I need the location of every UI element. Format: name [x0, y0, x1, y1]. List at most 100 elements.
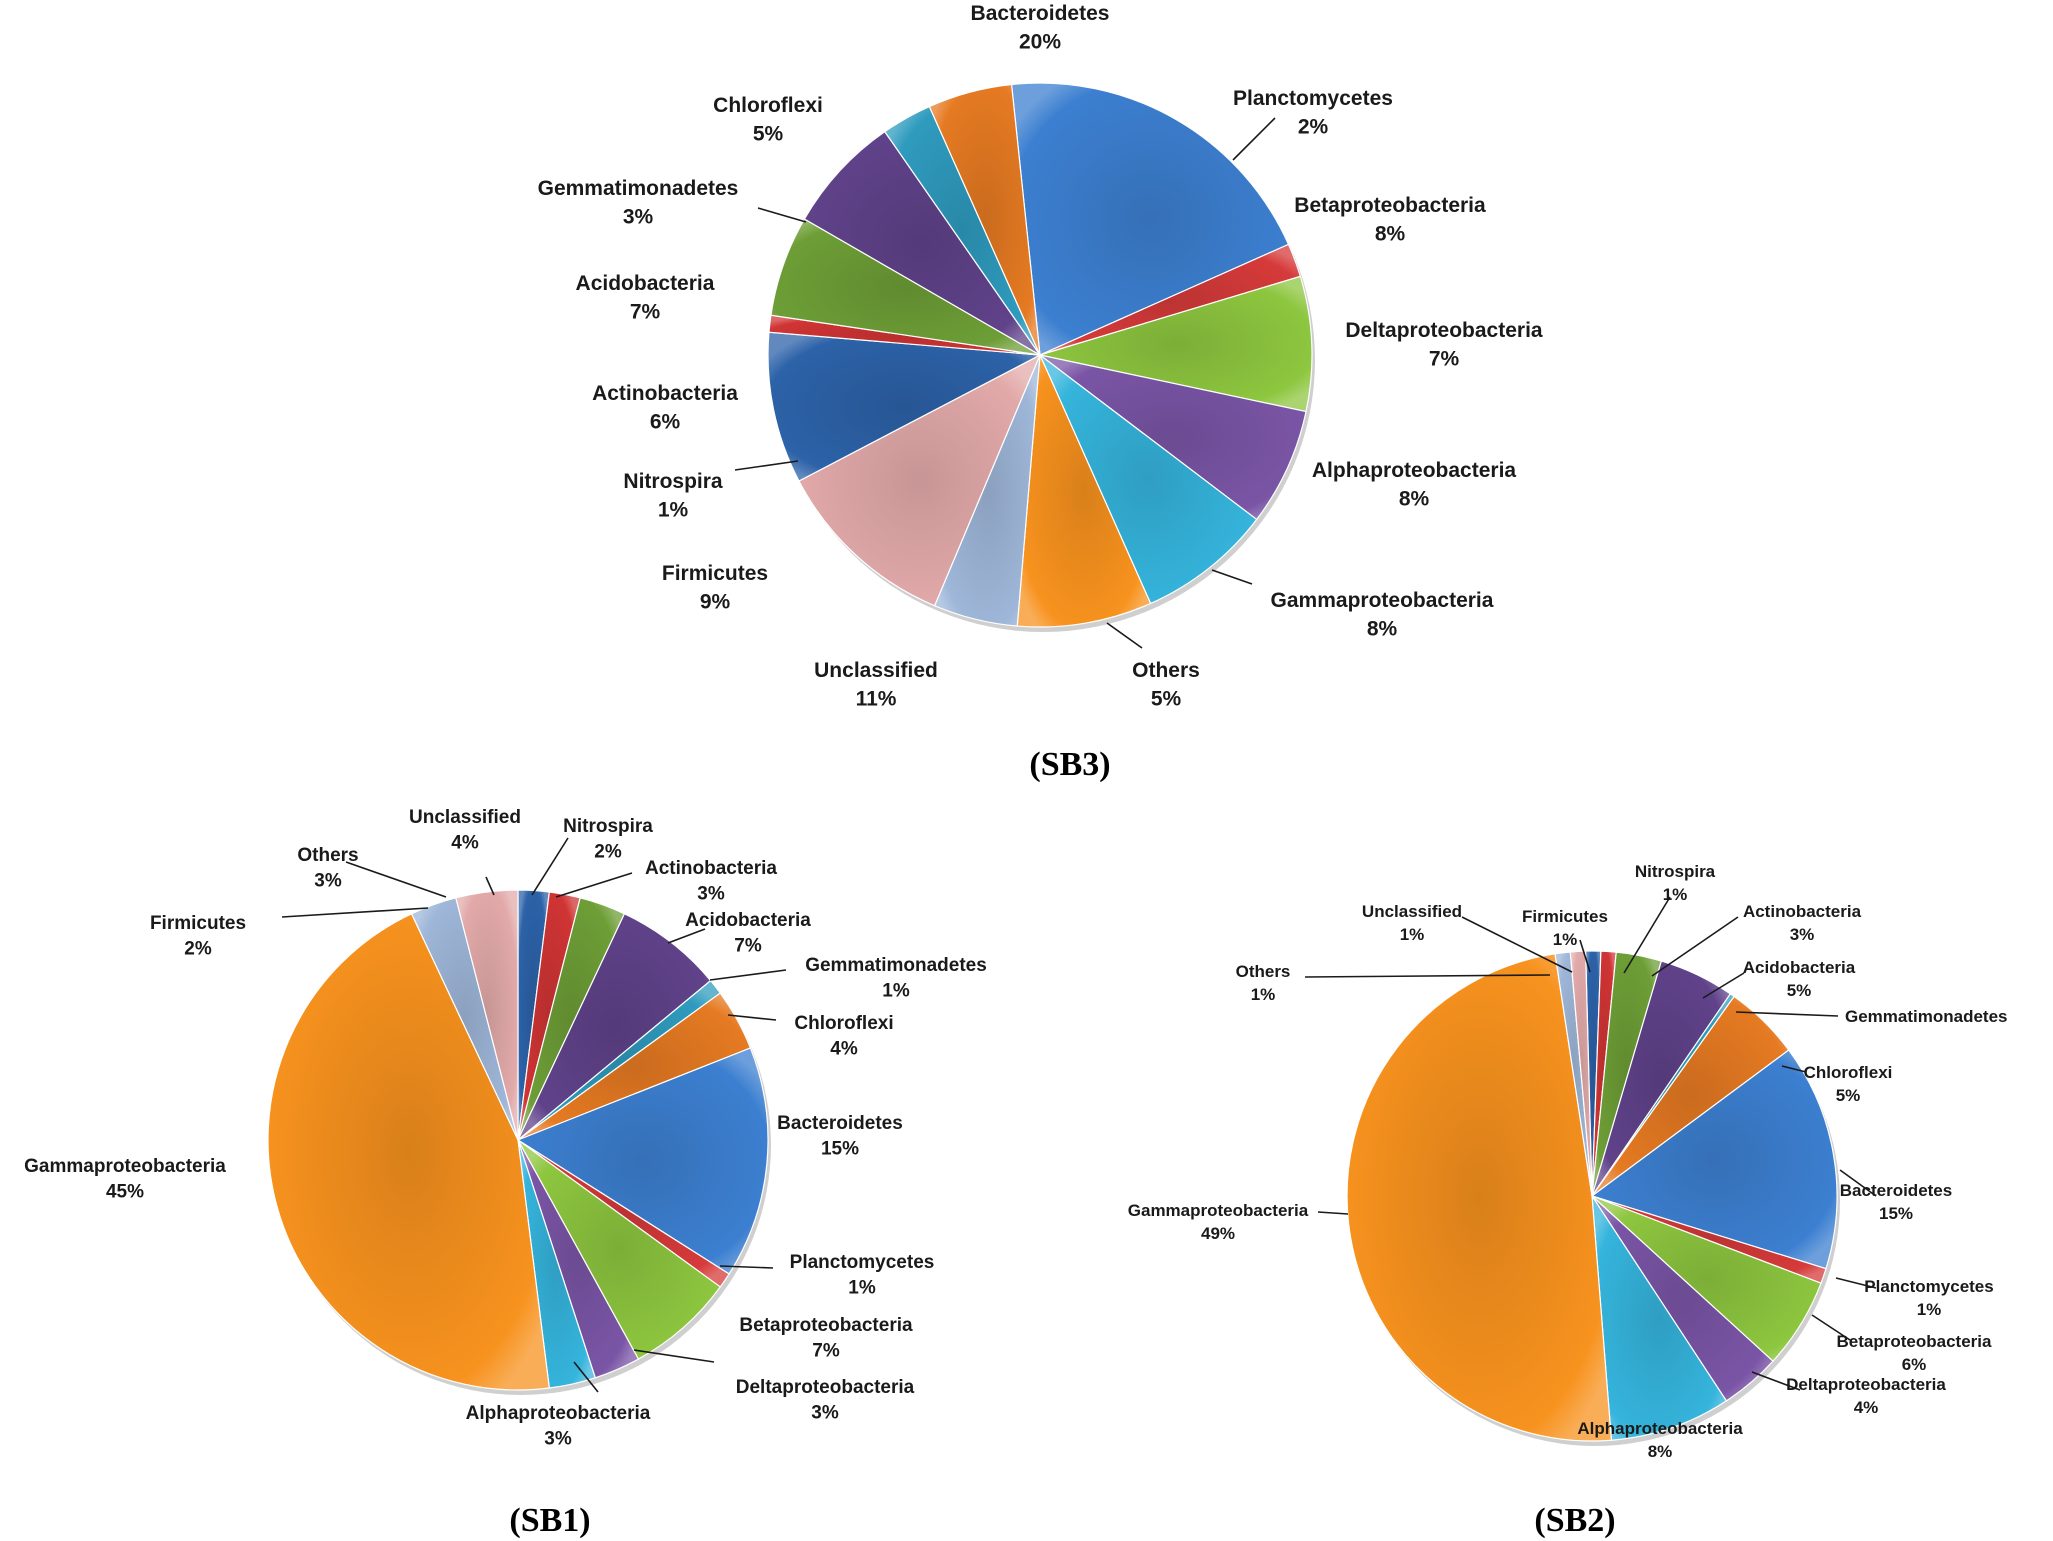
slice-value-sb2-acidobacteria: 5%: [1787, 981, 1812, 1000]
pie-chart-sb2: Firmicutes 1% Nitrospira 1% Actinobacteria 3%…: [1128, 862, 2008, 1461]
slice-value-sb3-bacteroidetes: 20%: [1019, 30, 1061, 53]
leader-line-sb2-nitrospira: [1623, 896, 1671, 974]
slice-value-sb1-unclassified: 4%: [451, 833, 479, 854]
slice-value-sb2-planctomycetes: 1%: [1917, 1300, 1942, 1319]
leader-line-sb2-bacteroidetes: [1839, 1169, 1877, 1197]
pie-chart-sb3: Bacteroidetes 20% Planctomycetes 2% Betaprot…: [538, 2, 1543, 710]
pie-slice-sb3-unclassified: [798, 353, 1042, 607]
leader-line-sb2-chloroflexi: [1781, 1065, 1807, 1073]
leader-line-sb1-others: [345, 861, 447, 898]
slice-label-sb3-nitrospira: Nitrospira: [623, 470, 723, 493]
leader-line-sb2-deltaproteobacteria: [1751, 1371, 1801, 1391]
slice-value-sb3-deltaproteobacteria: 7%: [1429, 347, 1460, 370]
pie-chart-sb1: Firmicutes 2% Nitrospira 2% Actinobacteria 3%…: [24, 807, 987, 1450]
leader-line-sb1-deltaproteobacteria: [633, 1349, 715, 1363]
pie-slice-sb2-unclassified: [1569, 950, 1593, 1197]
slice-value-sb2-deltaproteobacteria: 4%: [1854, 1398, 1879, 1417]
slice-label-sb2-nitrospira: Nitrospira: [1635, 862, 1716, 881]
slice-value-sb3-chloroflexi: 5%: [753, 122, 784, 145]
slice-value-sb3-gammaproteobacteria: 8%: [1367, 617, 1398, 640]
slice-value-sb1-chloroflexi: 4%: [830, 1039, 858, 1060]
slice-label-sb2-others: Others: [1236, 962, 1291, 981]
leader-line-sb1-chloroflexi: [727, 1014, 777, 1021]
slice-value-sb3-actinobacteria: 6%: [650, 410, 681, 433]
slice-label-sb2-alphaproteobacteria: Alphaproteobacteria: [1577, 1419, 1743, 1438]
slice-label-sb2-planctomycetes: Planctomycetes: [1864, 1277, 1993, 1296]
slice-label-sb3-gammaproteobacteria: Gammaproteobacteria: [1271, 589, 1494, 612]
slice-label-sb1-chloroflexi: Chloroflexi: [794, 1013, 893, 1034]
slice-value-sb3-alphaproteobacteria: 8%: [1399, 487, 1430, 510]
slice-label-sb2-deltaproteobacteria: Deltaproteobacteria: [1786, 1375, 1946, 1394]
leader-line-sb3-gemmatimonadetes: [757, 207, 807, 223]
slice-label-sb1-alphaproteobacteria: Alphaproteobacteria: [466, 1403, 651, 1424]
pie-slice-sb1-bacteroidetes: [516, 1047, 769, 1275]
pie-slice-sb1-unclassified: [455, 889, 519, 1141]
slice-value-sb3-firmicutes: 9%: [700, 590, 731, 613]
slice-label-sb3-betaproteobacteria: Betaproteobacteria: [1294, 194, 1486, 217]
leader-line-sb2-acidobacteria: [1702, 972, 1745, 999]
slice-value-sb1-firmicutes: 2%: [184, 939, 212, 960]
leader-line-sb3-planctomycetes: [1232, 117, 1276, 161]
slice-label-sb2-gemmatimonadetes: Gemmatimonadetes: [1845, 1007, 2008, 1026]
leader-line-sb2-betaproteobacteria: [1811, 1314, 1851, 1341]
slice-value-sb2-actinobacteria: 3%: [1790, 925, 1815, 944]
slice-label-sb1-gemmatimonadetes: Gemmatimonadetes: [805, 955, 987, 976]
slice-label-sb1-actinobacteria: Actinobacteria: [645, 858, 777, 879]
slice-label-sb1-deltaproteobacteria: Deltaproteobacteria: [736, 1377, 915, 1398]
leader-line-sb3-others: [1106, 622, 1143, 649]
leader-line-sb2-gemmatimonadetes: [1735, 1011, 1839, 1017]
slice-value-sb1-deltaproteobacteria: 3%: [811, 1403, 839, 1424]
pie-slice-sb3-chloroflexi: [928, 83, 1041, 356]
slice-value-sb3-betaproteobacteria: 8%: [1375, 222, 1406, 245]
slice-label-sb2-firmicutes: Firmicutes: [1522, 907, 1608, 926]
pie-slice-sb1-betaproteobacteria: [517, 1139, 722, 1360]
slice-label-sb2-unclassified: Unclassified: [1362, 902, 1462, 921]
slice-value-sb1-planctomycetes: 1%: [848, 1278, 876, 1299]
slice-label-sb3-actinobacteria: Actinobacteria: [592, 382, 738, 405]
leader-line-sb2-firmicutes: [1579, 939, 1591, 973]
leader-line-sb1-nitrospira: [531, 837, 569, 896]
slice-value-sb1-actinobacteria: 3%: [697, 884, 725, 905]
slice-label-sb3-deltaproteobacteria: Deltaproteobacteria: [1345, 319, 1543, 342]
slice-label-sb2-acidobacteria: Acidobacteria: [1743, 958, 1856, 977]
pie-slice-sb3-firmicutes: [767, 331, 1043, 482]
slice-label-sb2-bacteroidetes: Bacteroidetes: [1840, 1181, 1952, 1200]
slice-value-sb2-alphaproteobacteria: 8%: [1648, 1442, 1673, 1461]
leader-line-sb1-firmicutes: [281, 907, 429, 918]
slice-label-sb1-planctomycetes: Planctomycetes: [790, 1252, 935, 1273]
leader-line-sb1-planctomycetes: [719, 1265, 774, 1269]
slice-value-sb2-bacteroidetes: 15%: [1879, 1204, 1913, 1223]
slice-value-sb3-unclassified: 11%: [856, 687, 897, 710]
slice-label-sb2-gammaproteobacteria: Gammaproteobacteria: [1128, 1201, 1309, 1220]
slice-label-sb3-firmicutes: Firmicutes: [662, 562, 768, 585]
slice-label-sb1-others: Others: [297, 845, 358, 866]
slice-label-sb3-others: Others: [1132, 659, 1200, 682]
chart-caption-sb2: (SB2): [1534, 1502, 1615, 1539]
slice-value-sb1-betaproteobacteria: 7%: [812, 1341, 840, 1362]
pie-slice-sb3-gammaproteobacteria: [1016, 354, 1152, 628]
leader-line-sb2-unclassified: [1461, 916, 1573, 973]
leader-line-sb1-unclassified: [485, 876, 495, 896]
slice-value-sb2-chloroflexi: 5%: [1836, 1086, 1861, 1105]
slice-label-sb1-bacteroidetes: Bacteroidetes: [777, 1113, 903, 1134]
pie-slice-sb3-betaproteobacteria: [1039, 275, 1313, 413]
pie-slice-sb3-acidobacteria: [803, 130, 1041, 356]
leader-line-sb2-gammaproteobacteria: [1317, 1211, 1349, 1215]
pie-slice-sb2-bacteroidetes: [1590, 1049, 1838, 1270]
pie-slice-sb1-gammaproteobacteria: [267, 912, 551, 1391]
slice-value-sb3-planctomycetes: 2%: [1298, 115, 1329, 138]
slice-label-sb1-nitrospira: Nitrospira: [563, 816, 653, 837]
leader-line-sb2-planctomycetes: [1835, 1277, 1877, 1289]
slice-label-sb3-alphaproteobacteria: Alphaproteobacteria: [1312, 459, 1517, 482]
slice-label-sb2-betaproteobacteria: Betaproteobacteria: [1837, 1332, 1992, 1351]
slice-value-sb2-gammaproteobacteria: 49%: [1201, 1224, 1235, 1243]
slice-value-sb1-gammaproteobacteria: 45%: [106, 1182, 144, 1203]
leader-line-sb1-gemmatimonadetes: [709, 969, 787, 981]
slice-label-sb2-actinobacteria: Actinobacteria: [1743, 902, 1862, 921]
slice-label-sb3-bacteroidetes: Bacteroidetes: [971, 2, 1110, 25]
slice-value-sb1-acidobacteria: 7%: [734, 936, 762, 957]
leader-line-sb2-others: [1304, 974, 1551, 978]
slice-label-sb1-unclassified: Unclassified: [409, 807, 521, 828]
slice-value-sb3-nitrospira: 1%: [658, 498, 689, 521]
slice-value-sb1-nitrospira: 2%: [594, 842, 622, 863]
